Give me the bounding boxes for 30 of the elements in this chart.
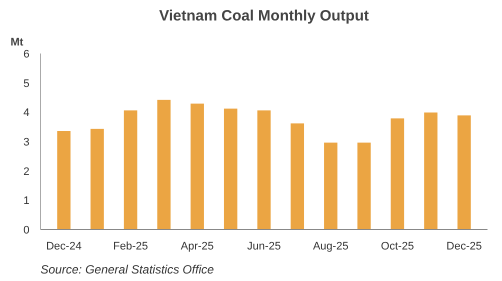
x-tick-label: Aug-25 <box>312 240 348 252</box>
y-tick-label: 5 <box>23 78 30 90</box>
x-tick-label: Jun-25 <box>247 240 281 252</box>
y-tick-label: 3 <box>23 136 30 148</box>
bar <box>190 104 204 230</box>
y-tick-label: 1 <box>23 195 30 208</box>
bar <box>224 108 238 230</box>
y-tick-label: 0 <box>23 224 30 236</box>
y-tick-label: 6 <box>23 48 30 60</box>
x-tick-label: Dec-25 <box>446 240 482 252</box>
bar <box>290 123 304 230</box>
y-axis-title: Mt <box>10 36 24 48</box>
bar <box>257 110 271 230</box>
bar <box>457 115 471 230</box>
bar <box>357 142 371 230</box>
x-tick-label: Apr-25 <box>180 240 214 252</box>
x-tick-label: Dec-24 <box>46 240 82 252</box>
bar <box>157 100 171 230</box>
source-note: Source: General Statistics Office <box>40 262 214 276</box>
bar <box>324 142 338 230</box>
y-tick-label: 4 <box>23 107 30 120</box>
bar <box>424 112 438 230</box>
x-tick-label: Oct-25 <box>380 240 414 252</box>
bar <box>124 110 138 230</box>
x-tick-label: Feb-25 <box>113 240 148 252</box>
bar <box>90 128 104 230</box>
chart-title: Vietnam Coal Monthly Output <box>159 8 369 24</box>
bar <box>57 130 71 230</box>
bar <box>390 118 404 230</box>
y-tick-label: 2 <box>23 166 30 178</box>
